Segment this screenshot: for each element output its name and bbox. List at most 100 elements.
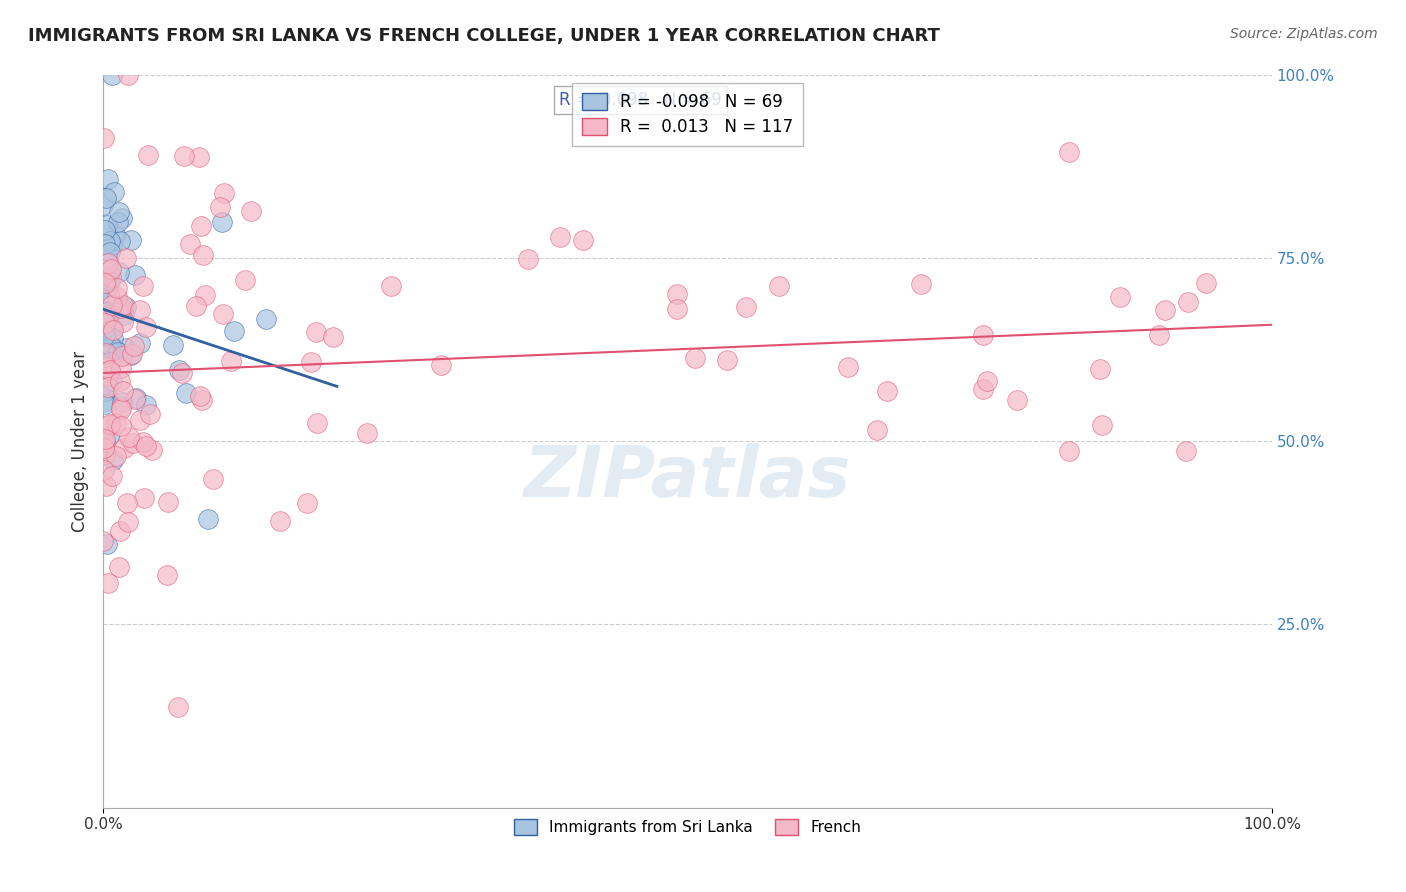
- Point: [208, 200, 231, 214]
- Point: [1091, 417, 1114, 432]
- Text: IMMIGRANTS FROM SRI LANKA VS FRENCH COLLEGE, UNDER 1 YEAR CORRELATION CHART: IMMIGRANTS FROM SRI LANKA VS FRENCH COLL…: [28, 27, 941, 45]
- Point: [1154, 303, 1177, 318]
- Point: [115, 496, 138, 510]
- Point: [100, 238, 122, 252]
- Point: [107, 344, 129, 359]
- Point: [97, 428, 120, 442]
- Point: [110, 401, 132, 415]
- Point: [118, 429, 141, 443]
- Point: [96, 537, 118, 551]
- Point: [665, 302, 688, 317]
- Point: [94, 316, 117, 330]
- Point: [101, 468, 124, 483]
- Point: [104, 417, 127, 431]
- Text: ZIPatlas: ZIPatlas: [524, 443, 851, 512]
- Point: [132, 279, 155, 293]
- Point: [100, 320, 122, 334]
- Text: R = -0.098   N = 69: R = -0.098 N = 69: [560, 91, 721, 109]
- Point: [768, 279, 790, 293]
- Point: [128, 336, 150, 351]
- Point: [97, 172, 120, 186]
- Point: [233, 273, 256, 287]
- Point: [224, 324, 246, 338]
- Point: [98, 302, 121, 317]
- Point: [124, 268, 146, 282]
- Y-axis label: College, Under 1 year: College, Under 1 year: [72, 351, 89, 532]
- Point: [111, 315, 134, 329]
- Point: [972, 382, 994, 396]
- Point: [100, 417, 122, 431]
- Point: [93, 321, 115, 335]
- Point: [96, 280, 118, 294]
- Point: [91, 198, 114, 212]
- Point: [129, 302, 152, 317]
- Point: [124, 392, 146, 407]
- Point: [93, 358, 115, 372]
- Point: [115, 252, 138, 266]
- Point: [100, 363, 122, 377]
- Point: [96, 359, 118, 374]
- Point: [188, 389, 211, 403]
- Point: [135, 439, 157, 453]
- Point: [866, 423, 889, 437]
- Point: [93, 275, 115, 289]
- Point: [96, 338, 118, 352]
- Point: [110, 402, 132, 417]
- Point: [100, 270, 122, 285]
- Point: [129, 413, 152, 427]
- Point: [837, 359, 859, 374]
- Point: [1057, 145, 1080, 160]
- Point: [356, 426, 378, 441]
- Point: [112, 384, 135, 398]
- Point: [94, 397, 117, 411]
- Point: [666, 286, 689, 301]
- Point: [299, 355, 322, 369]
- Text: Source: ZipAtlas.com: Source: ZipAtlas.com: [1230, 27, 1378, 41]
- Point: [94, 432, 117, 446]
- Point: [1195, 276, 1218, 290]
- Point: [94, 191, 117, 205]
- Point: [98, 235, 121, 249]
- Point: [190, 219, 212, 234]
- Point: [716, 353, 738, 368]
- Point: [96, 273, 118, 287]
- Point: [170, 367, 193, 381]
- Point: [202, 472, 225, 486]
- Point: [96, 479, 118, 493]
- Point: [115, 300, 138, 314]
- Point: [174, 385, 197, 400]
- Point: [103, 331, 125, 345]
- Point: [97, 368, 120, 383]
- Point: [100, 298, 122, 312]
- Point: [212, 307, 235, 321]
- Point: [910, 277, 932, 291]
- Point: [121, 347, 143, 361]
- Point: [1109, 290, 1132, 304]
- Point: [1147, 328, 1170, 343]
- Point: [254, 312, 277, 326]
- Point: [94, 223, 117, 237]
- Point: [194, 287, 217, 301]
- Point: [107, 265, 129, 279]
- Point: [94, 346, 117, 360]
- Point: [211, 215, 233, 229]
- Point: [103, 452, 125, 467]
- Point: [162, 338, 184, 352]
- Point: [197, 512, 219, 526]
- Point: [104, 342, 127, 356]
- Point: [98, 417, 121, 432]
- Point: [94, 435, 117, 450]
- Point: [132, 491, 155, 505]
- Point: [94, 310, 117, 324]
- Point: [1057, 444, 1080, 458]
- Point: [107, 205, 129, 219]
- Point: [193, 248, 215, 262]
- Point: [179, 237, 201, 252]
- Point: [976, 374, 998, 388]
- Point: [93, 441, 115, 455]
- Point: [212, 186, 235, 200]
- Point: [111, 211, 134, 226]
- Point: [307, 416, 329, 430]
- Point: [101, 374, 124, 388]
- Point: [188, 149, 211, 163]
